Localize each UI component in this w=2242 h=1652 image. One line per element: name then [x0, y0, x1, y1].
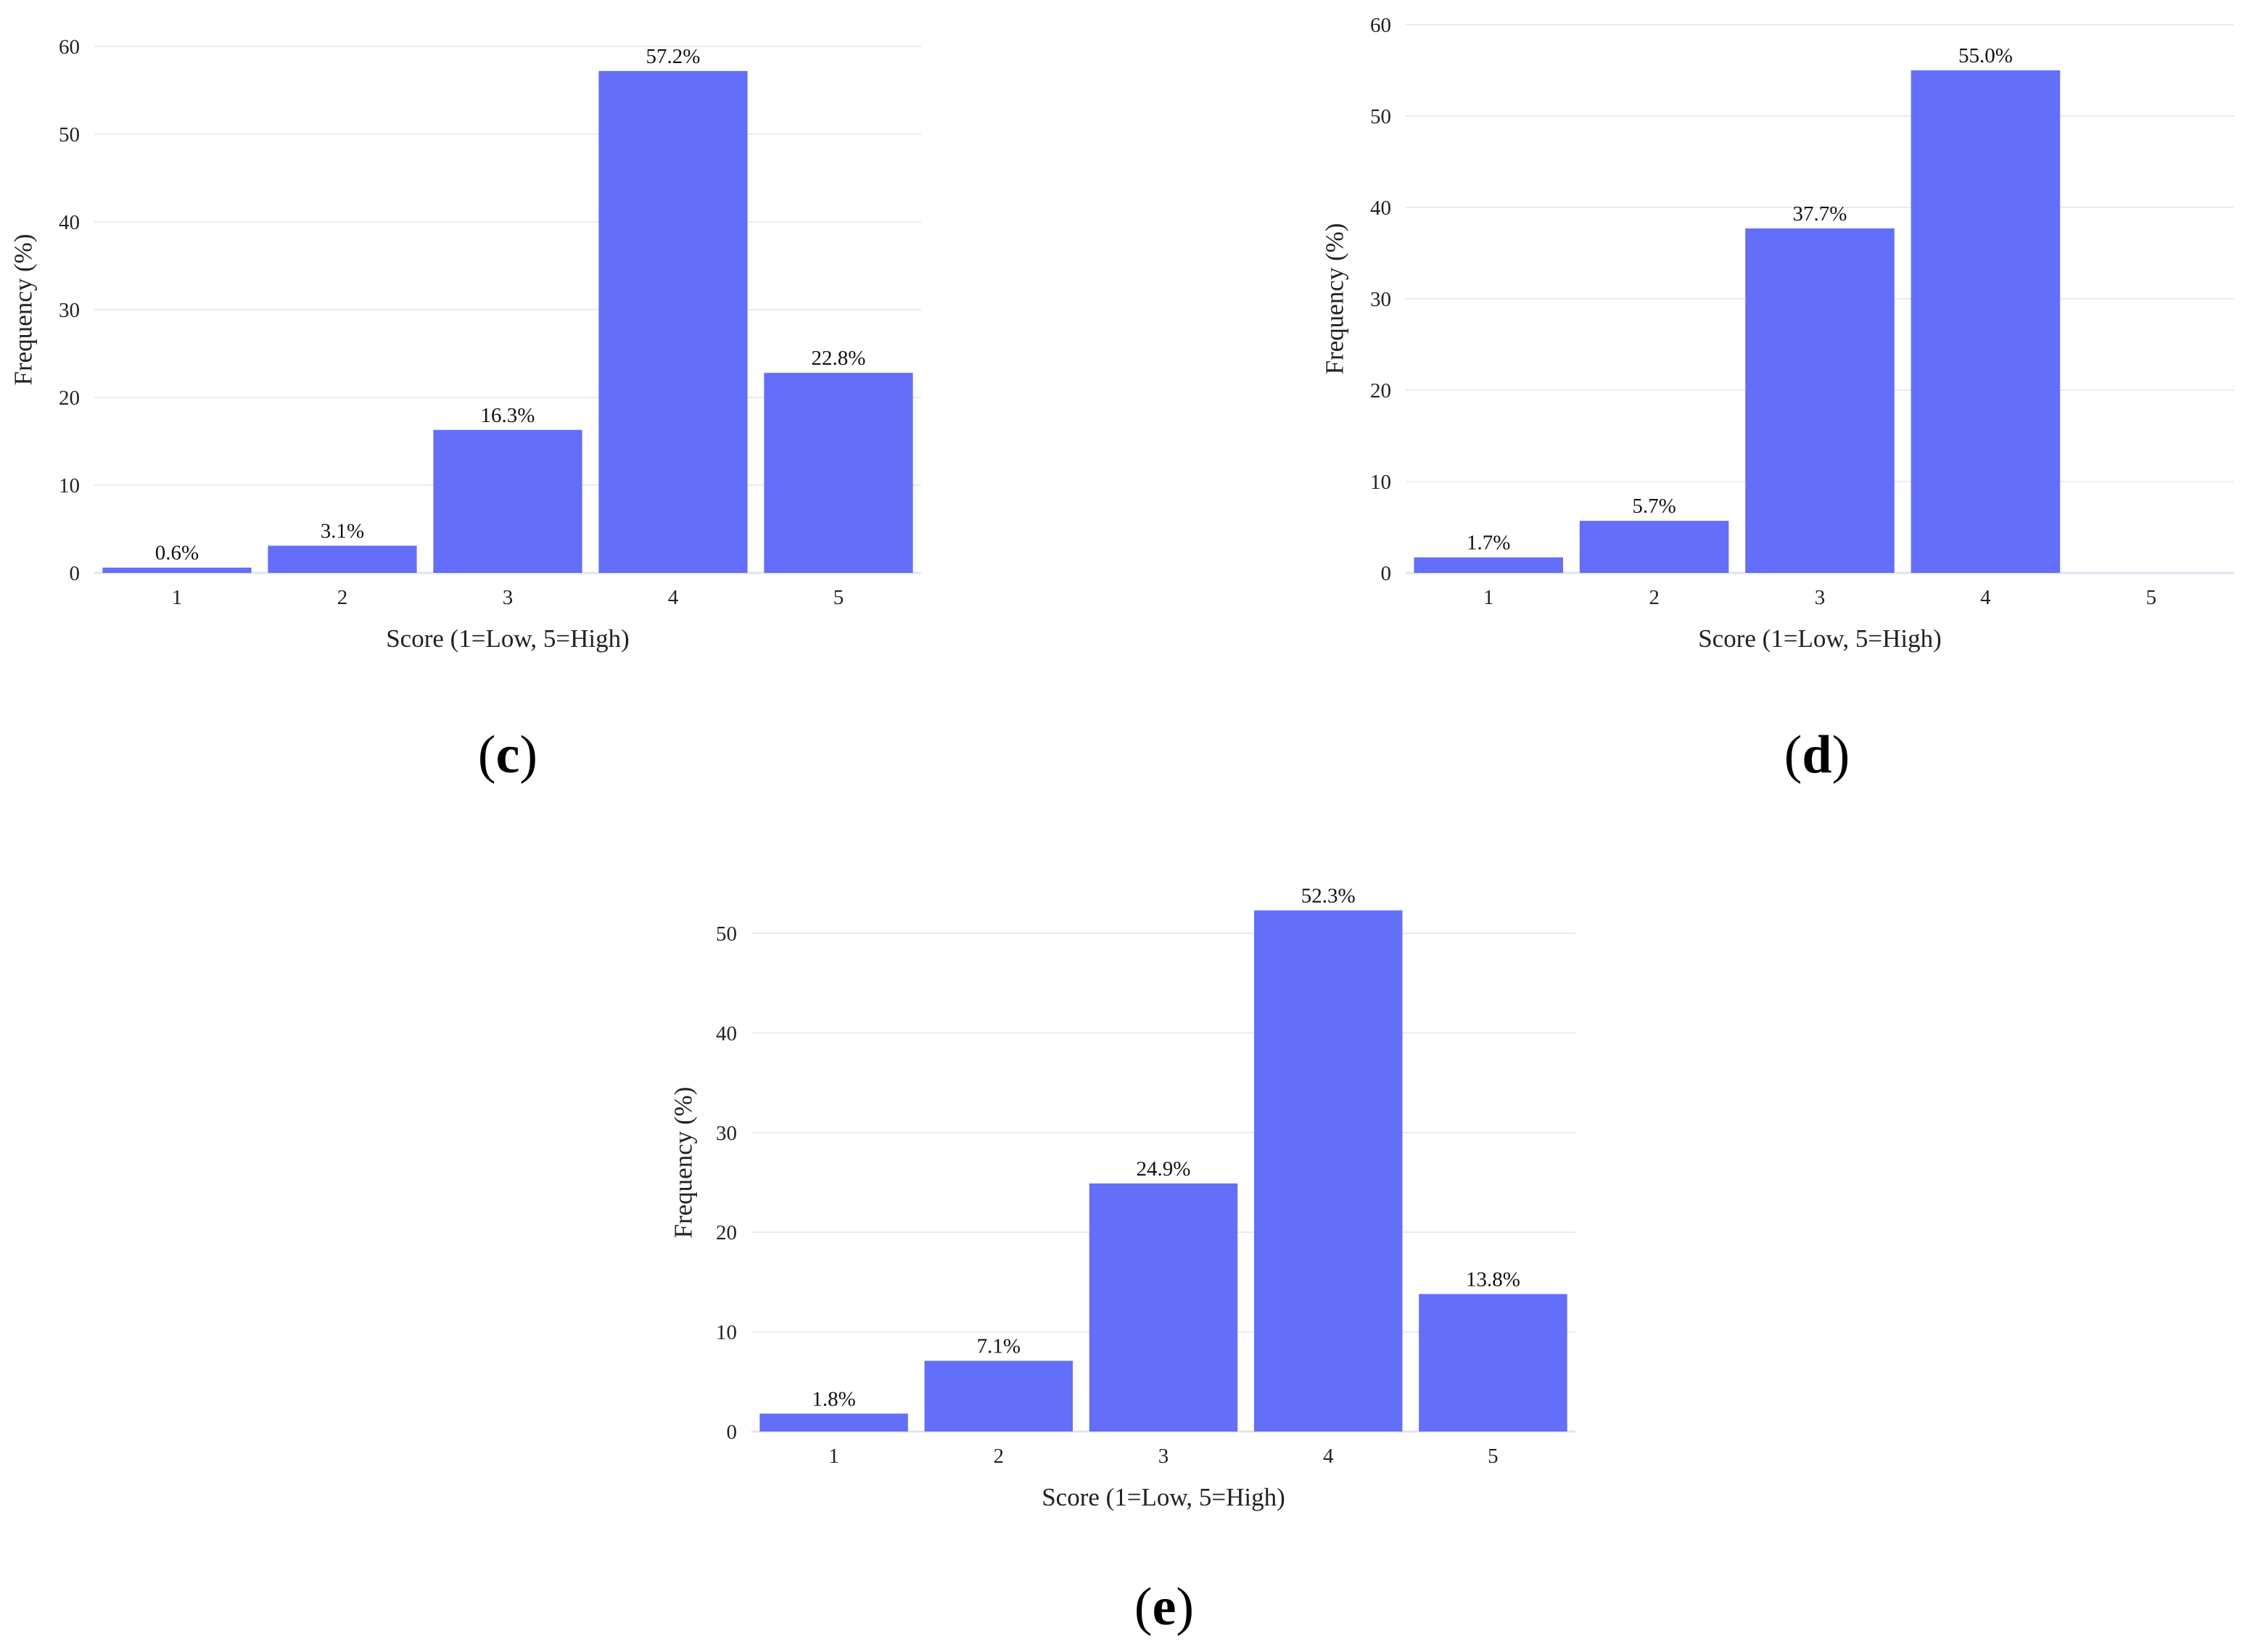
caption-letter: d — [1802, 725, 1831, 785]
data-label: 13.8% — [1466, 1268, 1520, 1291]
y-axis-title: Frequency (%) — [9, 234, 38, 386]
y-tick-label: 40 — [59, 211, 80, 234]
bar-3 — [1089, 1183, 1238, 1432]
y-tick-label: 0 — [727, 1421, 738, 1444]
data-label: 37.7% — [1793, 202, 1847, 226]
data-label: 57.2% — [646, 45, 701, 68]
y-tick-label: 10 — [716, 1321, 737, 1345]
y-tick-label: 20 — [59, 387, 80, 410]
panel-caption: (d) — [1784, 725, 1850, 785]
x-tick-label: 3 — [1815, 586, 1826, 609]
caption-open-paren: ( — [1134, 1577, 1153, 1637]
y-tick-label: 0 — [1381, 562, 1392, 585]
bar-2 — [924, 1360, 1073, 1432]
data-label: 55.0% — [1958, 44, 2013, 67]
y-tick-label: 30 — [1370, 288, 1391, 311]
y-tick-label: 10 — [59, 474, 80, 497]
data-label: 7.1% — [977, 1334, 1021, 1358]
y-axis-title: Frequency (%) — [1321, 223, 1349, 375]
data-label: 24.9% — [1137, 1157, 1191, 1181]
bar-5 — [1419, 1294, 1567, 1432]
y-tick-label: 0 — [70, 562, 81, 585]
x-tick-label: 2 — [337, 586, 348, 609]
y-tick-label: 30 — [716, 1122, 737, 1145]
data-label: 0.6% — [155, 542, 199, 565]
bar-5 — [764, 373, 913, 573]
y-tick-label: 40 — [716, 1022, 737, 1045]
y-tick-label: 50 — [1370, 105, 1391, 128]
x-tick-label: 4 — [1323, 1445, 1334, 1468]
x-tick-label: 3 — [503, 586, 514, 609]
x-tick-label: 3 — [1158, 1445, 1169, 1468]
caption-open-paren: ( — [1784, 725, 1802, 785]
x-tick-label: 1 — [1483, 586, 1494, 609]
caption-letter: c — [496, 725, 520, 785]
caption-close-paren: ) — [1176, 1577, 1194, 1637]
data-label: 16.3% — [481, 404, 535, 427]
y-tick-label: 40 — [1370, 197, 1391, 220]
caption-letter: e — [1153, 1577, 1176, 1637]
x-axis-title: Score (1=Low, 5=High) — [1042, 1483, 1285, 1511]
bar-1 — [1414, 557, 1563, 573]
x-tick-label: 2 — [1649, 586, 1660, 609]
y-tick-label: 60 — [1370, 14, 1391, 37]
y-tick-label: 20 — [716, 1221, 737, 1244]
data-label: 52.3% — [1301, 884, 1356, 907]
x-tick-label: 4 — [1980, 586, 1991, 609]
bar-2 — [1579, 521, 1729, 573]
panel-caption: (c) — [478, 725, 537, 785]
data-label: 1.7% — [1467, 532, 1510, 555]
y-tick-label: 20 — [1370, 379, 1391, 402]
data-label: 1.8% — [812, 1387, 855, 1411]
bar-3 — [433, 429, 582, 573]
bar-2 — [268, 545, 417, 573]
y-tick-label: 30 — [59, 299, 80, 322]
x-tick-label: 1 — [828, 1445, 839, 1468]
y-tick-label: 50 — [59, 123, 80, 146]
y-axis-title: Frequency (%) — [669, 1087, 698, 1239]
x-tick-label: 5 — [833, 586, 844, 609]
caption-close-paren: ) — [1832, 725, 1850, 785]
x-tick-label: 4 — [668, 586, 679, 609]
bar-4 — [1911, 70, 2061, 573]
x-axis-title: Score (1=Low, 5=High) — [1698, 624, 1942, 653]
x-axis-title: Score (1=Low, 5=High) — [386, 624, 630, 653]
data-label: 3.1% — [321, 519, 364, 542]
x-tick-label: 5 — [1488, 1445, 1499, 1468]
x-tick-label: 2 — [994, 1445, 1005, 1468]
chart-panel-c: 0 10 20 30 40 50 60 0.6% 1 3.1% 2 16.3% 3 57.2% 4 22.8%… — [9, 36, 921, 785]
bar-4 — [1253, 910, 1403, 1432]
chart-panel-e: 0 10 20 30 40 50 1.8% 1 7.1% 2 24.9% 3 52.3% 4 13.8% 5 S… — [669, 884, 1575, 1637]
x-tick-label: 1 — [172, 586, 183, 609]
y-tick-label: 60 — [59, 36, 80, 59]
bar-3 — [1745, 228, 1895, 573]
y-tick-label: 50 — [716, 922, 737, 946]
y-tick-label: 10 — [1370, 471, 1391, 494]
bar-1 — [102, 567, 252, 573]
bar-1 — [759, 1413, 908, 1432]
caption-open-paren: ( — [478, 725, 496, 785]
bar-4 — [598, 70, 748, 573]
caption-close-paren: ) — [519, 725, 537, 785]
chart-panel-d: 0 10 20 30 40 50 60 1.7% 1 5.7% 2 37.7% 3 55.0% 4 5 Scor… — [1321, 14, 2234, 785]
data-label: 22.8% — [812, 347, 866, 370]
panel-caption: (e) — [1134, 1577, 1194, 1637]
x-tick-label: 5 — [2146, 586, 2157, 609]
data-label: 5.7% — [1632, 495, 1676, 518]
